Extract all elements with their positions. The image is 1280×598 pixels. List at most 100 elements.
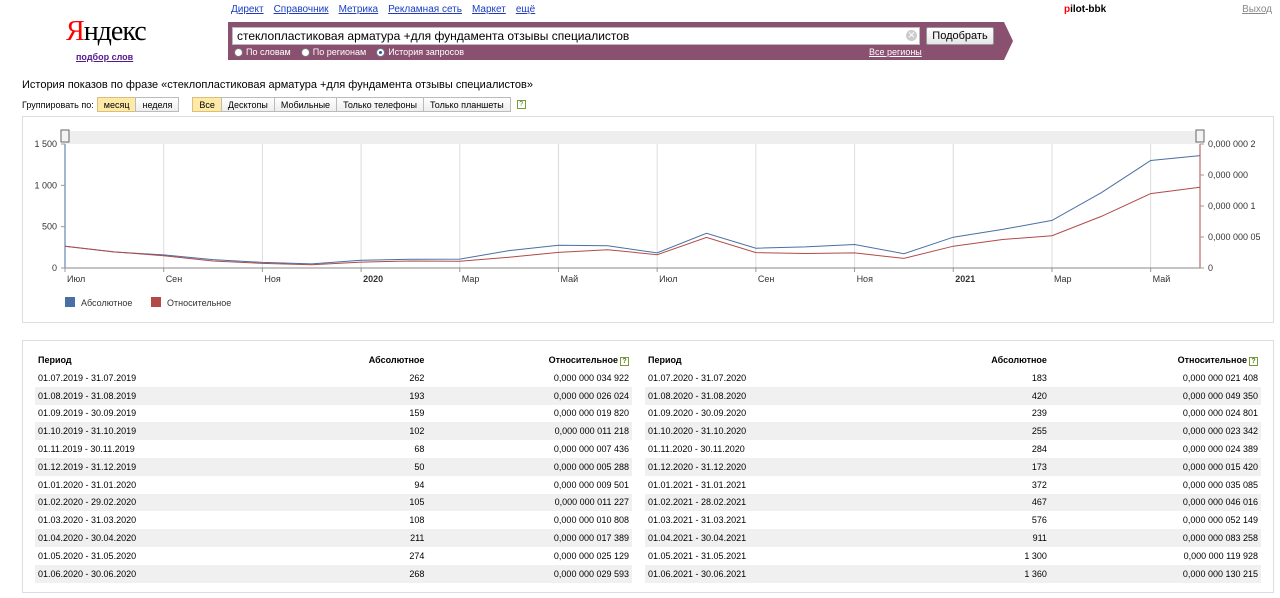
radio-selected-icon [376,47,386,57]
cell-period: 01.09.2019 - 30.09.2019 [38,408,137,419]
history-table-left: Период Абсолютное Относительное? 01.07.2… [35,351,632,583]
table-row: 01.06.2021 - 30.06.2021 1 360 0,000 000 13… [645,564,1261,583]
table-row: 01.02.2021 - 28.02.2021 467 0,000 000 046 … [645,493,1261,512]
table-row: 01.09.2020 - 30.09.2020 239 0,000 000 024 … [645,405,1261,423]
user-name-first-letter: p [1064,4,1071,15]
column-header-relative: Относительное? [427,351,632,369]
legend-swatch [151,297,161,307]
cell-absolute: 173 [899,457,1050,476]
left-tick-label: 1 500 [34,139,57,149]
cell-period: 01.03.2020 - 31.03.2020 [38,515,137,526]
cell-absolute: 420 [899,386,1050,405]
cell-period: 01.05.2021 - 31.05.2021 [648,550,747,561]
cell-relative: 0,000 000 130 215 [1049,564,1261,583]
x-tick-label: Ноя [264,274,281,284]
x-tick-label: Июл [67,274,85,284]
cell-absolute: 262 [409,372,425,383]
radio-label: История запросов [388,47,464,57]
table-row: 01.02.2020 - 29.02.2020 105 0,000 000 011 … [35,493,632,512]
cell-relative: 0,000 000 049 350 [1049,386,1261,405]
device-tablets-button[interactable]: Только планшеты [422,97,511,112]
cell-relative: 0,000 000 015 420 [1049,457,1261,476]
legend-swatch [65,297,75,307]
left-tick-label: 1 000 [34,180,57,190]
logo-rest: ндекс [83,16,147,47]
radio-history[interactable]: История запросов [376,47,464,57]
nav-link-metrika[interactable]: Метрика [338,4,379,15]
cell-absolute: 268 [281,564,428,583]
nav-link-ad-network[interactable]: Рекламная сеть [388,4,462,15]
yandex-logo[interactable]: Яндекс [66,16,147,48]
cell-period: 01.11.2019 - 30.11.2019 [38,444,135,455]
range-handle-right [1195,129,1205,143]
page-title: История показов по фразе «стеклопластико… [22,79,534,91]
cell-relative: 0,000 000 026 024 [427,386,632,405]
series-line-relative [64,186,1201,266]
cell-relative: 0,000 000 025 129 [553,550,629,561]
legend-label: Относительное [167,298,231,308]
period-week-button[interactable]: неделя [135,97,180,112]
top-navigation: Директ Справочник Метрика Рекламная сеть… [231,4,535,15]
nav-link-market[interactable]: Маркет [471,4,506,15]
nav-link-more[interactable]: ещё [515,4,536,15]
table-row: 01.06.2020 - 30.06.2020 268 0,000 000 029 … [35,564,632,583]
x-tick-label: 2020 [363,274,383,284]
cell-absolute: 183 [1031,372,1047,383]
cell-period: 01.08.2019 - 31.08.2019 [35,386,282,405]
table-row: 01.12.2019 - 31.12.2019 50 0,000 000 005 2… [35,457,632,476]
legend-label: Абсолютное [81,298,132,308]
table-header-row: Период Абсолютное Относительное? [645,351,1261,369]
grouping-label: Группировать по: [22,99,94,110]
device-mobile-button[interactable]: Мобильные [273,97,338,112]
column-header-absolute: Абсолютное [368,355,425,365]
x-tick-label: 2021 [955,274,975,284]
device-toggle: Все Десктопы Мобильные Только телефоны Т… [192,97,511,112]
chart-navigator-strip [65,131,1200,144]
history-chart: Июл Сен Ноя 2020 Мар Май Июл Сен Ноя 2021 Мар Май 0 5… [34,129,1261,308]
cell-period: 01.12.2020 - 31.12.2020 [645,457,900,476]
x-tick-label: Мар [1054,274,1072,284]
nav-link-direct[interactable]: Директ [231,4,264,15]
logout-link[interactable]: Выход [1242,4,1272,15]
column-header-period: Период [38,355,72,365]
right-tick-label: 0,000 000 2 [1208,139,1256,149]
cell-relative: 0,000 000 083 258 [1049,529,1261,547]
radio-by-regions[interactable]: По регионам [300,47,366,57]
chart-panel: Июл Сен Ноя 2020 Мар Май Июл Сен Ноя 2021 Мар Май 0 5… [22,116,1274,323]
wordstat-link[interactable]: подбор слов [76,52,134,62]
cell-absolute: 255 [899,422,1050,441]
column-header-relative-label: Относительное [548,354,618,365]
search-input[interactable]: стеклопластиковая арматура +для фундамен… [232,27,920,45]
help-icon[interactable]: ? [1249,356,1258,366]
all-regions-link[interactable]: Все регионы [869,47,922,57]
x-tick-label: Сен [166,274,183,284]
cell-absolute: 102 [281,422,428,441]
cell-period: 01.07.2019 - 31.07.2019 [38,372,137,383]
device-all-button[interactable]: Все [192,97,222,112]
cell-period: 01.06.2020 - 30.06.2020 [35,564,282,583]
cell-period: 01.10.2019 - 31.10.2019 [35,422,282,441]
left-tick-label: 500 [42,222,57,232]
device-phones-button[interactable]: Только телефоны [336,97,424,112]
clear-icon[interactable]: ✕ [906,30,917,41]
table-header-row: Период Абсолютное Относительное? [35,351,632,369]
cell-period: 01.01.2021 - 31.01.2021 [648,479,747,490]
right-tick-label: 0,000 000 1 [1208,201,1256,211]
search-button[interactable]: Подобрать [926,27,994,45]
cell-absolute: 1 360 [899,564,1050,583]
series-line-absolute [64,155,1201,265]
cell-period: 01.04.2021 - 30.04.2021 [645,529,900,547]
table-row: 01.09.2019 - 30.09.2019 159 0,000 000 019 … [35,405,632,423]
cell-absolute: 108 [409,515,425,526]
help-icon[interactable]: ? [620,356,629,366]
period-month-button[interactable]: месяц [96,97,137,112]
help-icon[interactable]: ? [516,100,526,109]
x-tick-label: Сен [758,274,775,284]
radio-by-words[interactable]: По словам [234,47,291,57]
cell-absolute: 68 [414,444,425,455]
user-name[interactable]: pilot-bbk [1064,4,1106,15]
device-desktop-button[interactable]: Десктопы [220,97,275,112]
nav-link-guide[interactable]: Справочник [273,4,329,15]
right-tick-label: 0,000 000 [1208,170,1248,180]
table-row: 01.01.2021 - 31.01.2021 372 0,000 000 035 … [645,476,1261,494]
